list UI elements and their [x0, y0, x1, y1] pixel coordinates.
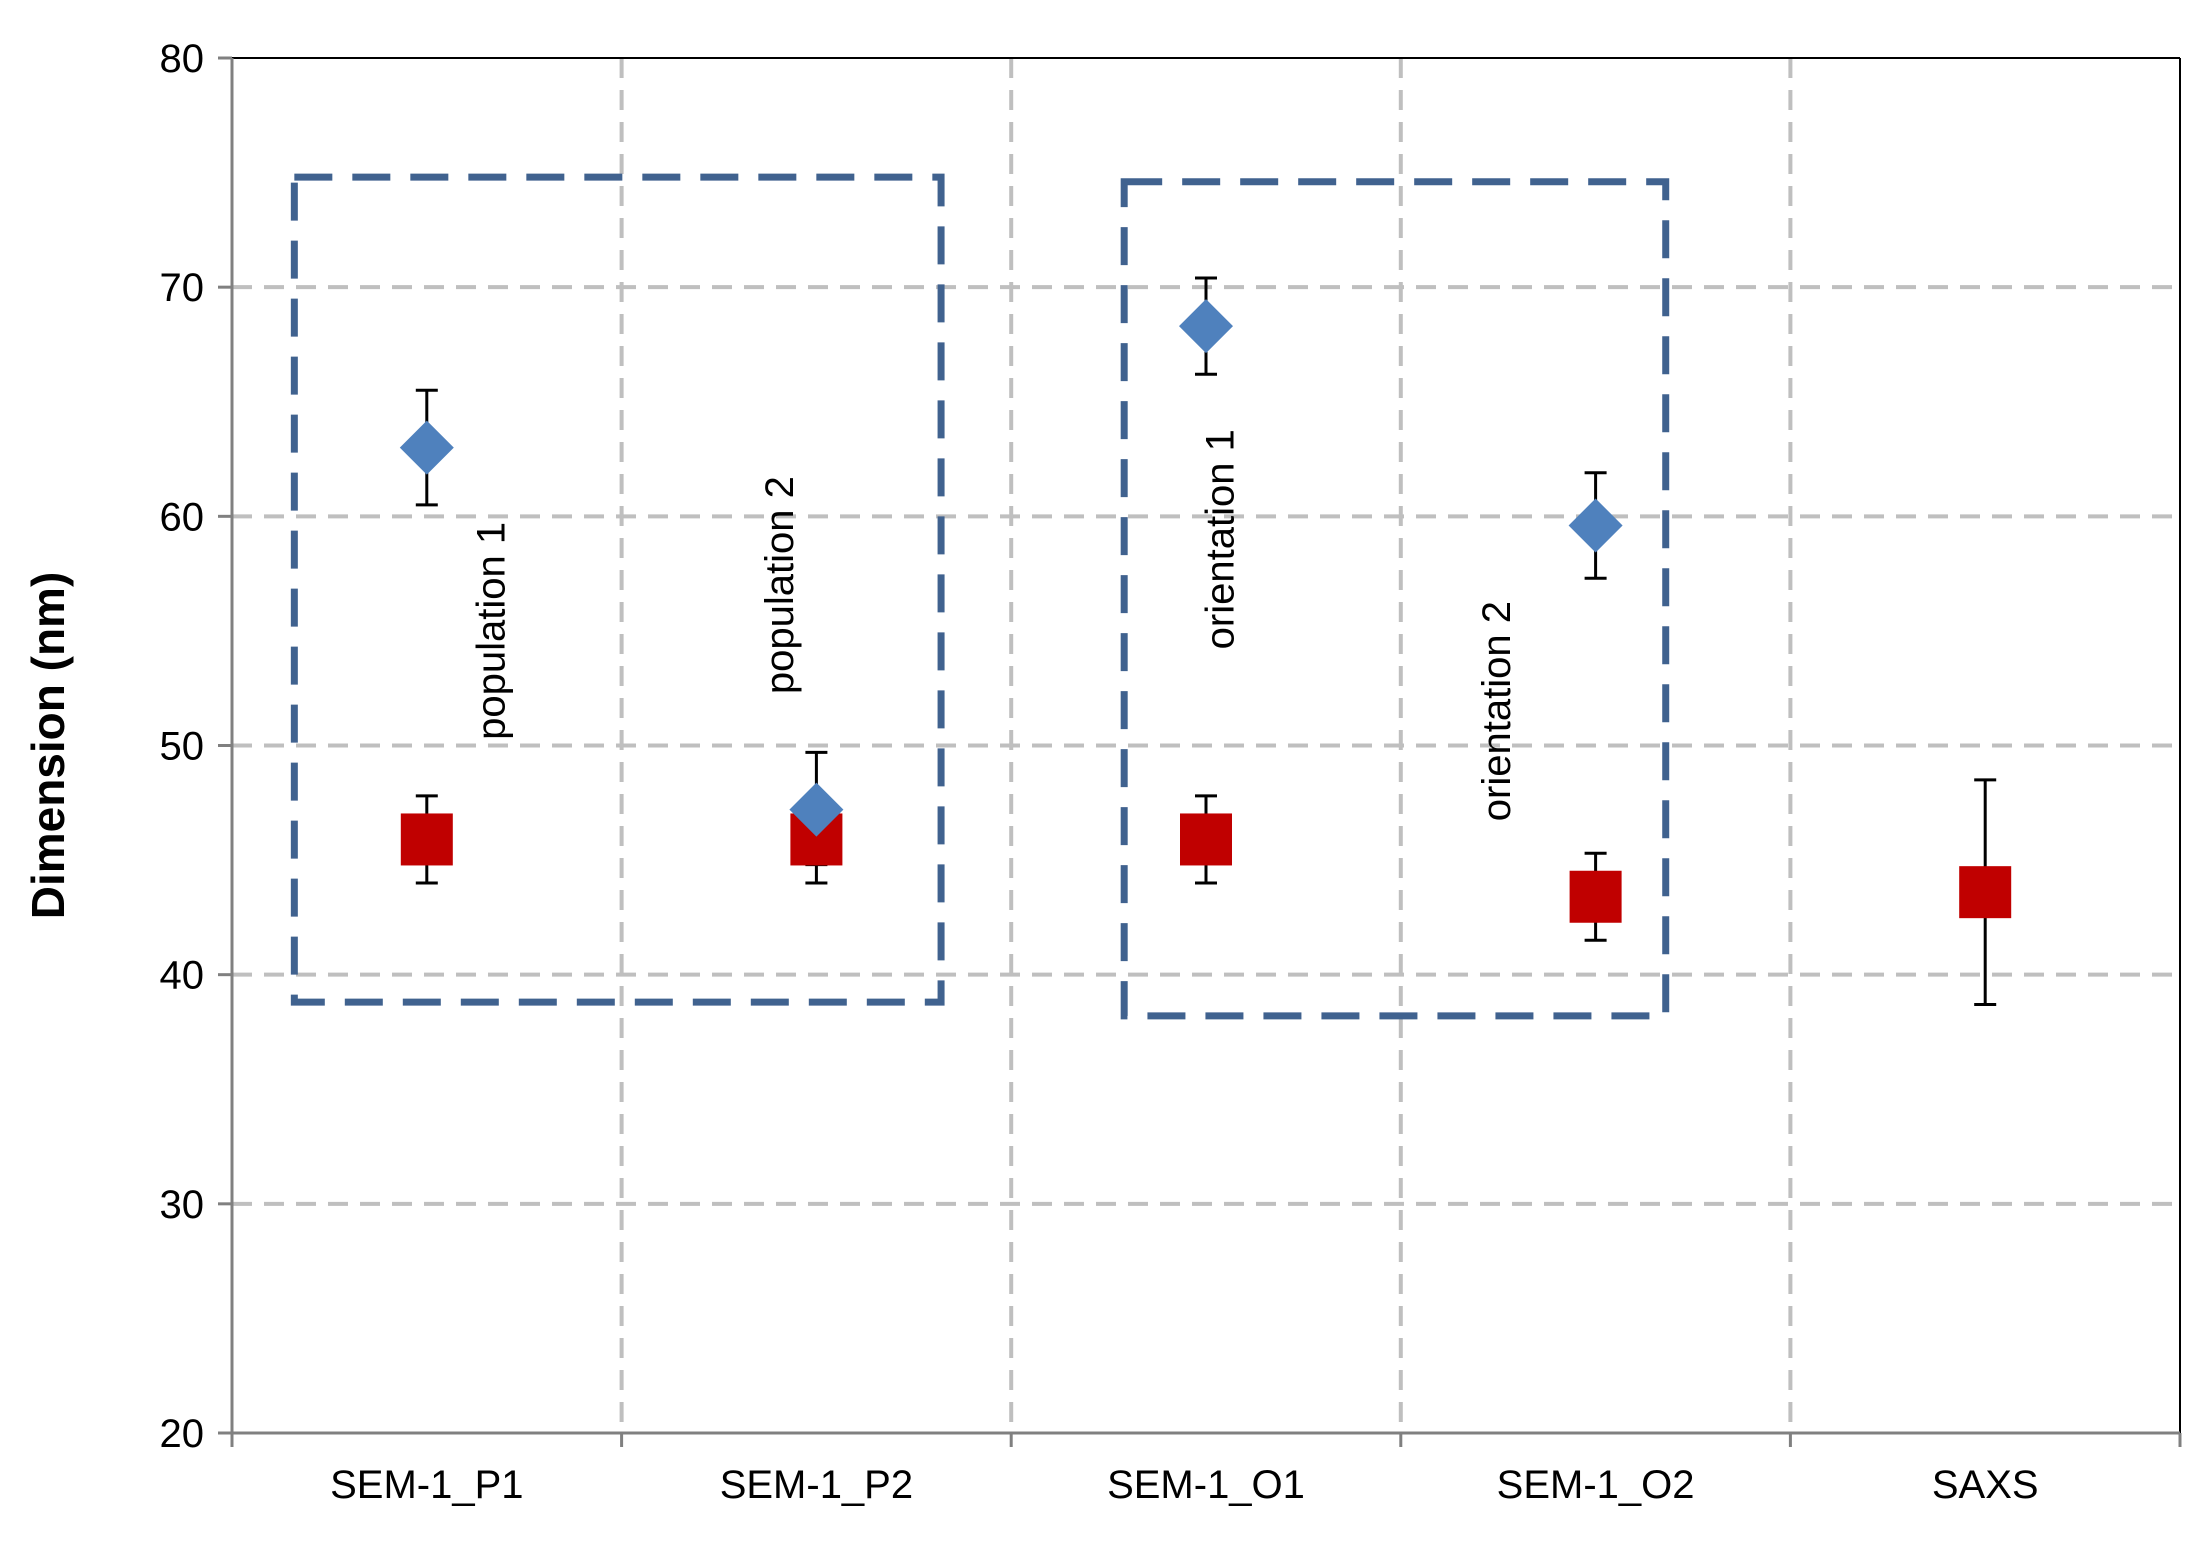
- annotation-orientation-2: orientation 2: [1475, 601, 1519, 821]
- x-tick-label-SEM-1_O1: SEM-1_O1: [1107, 1463, 1305, 1507]
- diamond-marker-SEM-1_O1: [1179, 299, 1233, 354]
- y-tick-label-50: 50: [160, 725, 205, 769]
- diamond-marker-SEM-1_O2: [1568, 498, 1623, 553]
- x-tick-label-SAXS: SAXS: [1932, 1463, 2039, 1507]
- square-marker-SEM-1_O1: [1180, 813, 1232, 866]
- annotation-population-1: population 1: [470, 522, 514, 740]
- y-tick-label-80: 80: [160, 37, 205, 81]
- population-box: [290, 173, 945, 1006]
- y-tick-label-20: 20: [160, 1412, 205, 1456]
- x-tick-label-SEM-1_O2: SEM-1_O2: [1497, 1463, 1695, 1507]
- y-tick-label-60: 60: [160, 495, 205, 539]
- annotation-orientation-1: orientation 1: [1198, 429, 1242, 649]
- annotation-population-2: population 2: [758, 476, 802, 694]
- square-marker-SEM-1_O2: [1569, 870, 1622, 923]
- diamond-marker-SEM-1_P1: [399, 420, 454, 475]
- orientation-box: [1120, 178, 1670, 1020]
- y-axis-title: Dimension (nm): [22, 572, 74, 920]
- y-tick-label-70: 70: [160, 266, 205, 310]
- x-tick-label-SEM-1_P1: SEM-1_P1: [330, 1463, 523, 1507]
- diamond-marker-SEM-1_P2: [789, 782, 844, 837]
- y-tick-label-30: 30: [160, 1183, 205, 1227]
- square-marker-SEM-1_P1: [400, 813, 453, 866]
- x-tick-label-SEM-1_P2: SEM-1_P2: [720, 1463, 913, 1507]
- square-marker-SAXS: [1959, 866, 2012, 919]
- y-tick-label-40: 40: [160, 954, 205, 998]
